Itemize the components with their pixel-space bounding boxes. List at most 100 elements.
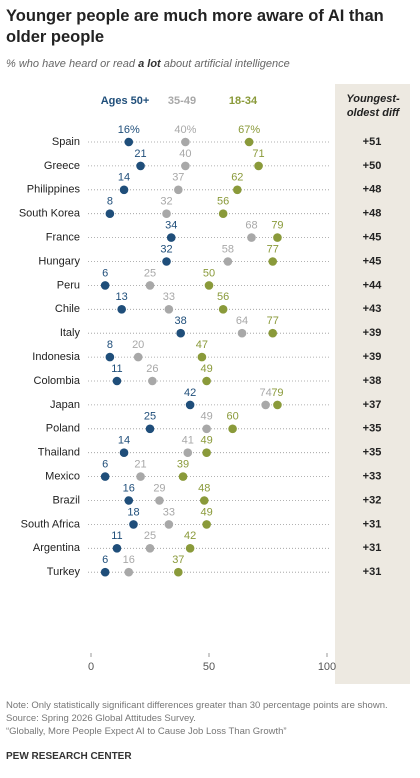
- diff-label: +45: [363, 255, 382, 267]
- category-label: Japan: [50, 399, 80, 411]
- dot: [136, 161, 145, 171]
- diff-label: +45: [363, 232, 382, 244]
- data-label: 47: [196, 339, 208, 351]
- diff-label: +51: [363, 136, 382, 148]
- data-label: 18: [127, 506, 139, 518]
- diff-label: +31: [363, 566, 382, 578]
- dot: [119, 185, 129, 195]
- dot: [117, 305, 126, 314]
- data-label: 25: [144, 530, 156, 542]
- dot: [237, 328, 247, 338]
- data-label: 74: [260, 387, 272, 399]
- dot: [124, 567, 134, 577]
- data-label: 56: [217, 291, 229, 303]
- data-label: 33: [163, 506, 175, 518]
- dot: [129, 520, 138, 529]
- data-label: 6: [102, 267, 108, 279]
- data-label: 39: [177, 459, 189, 471]
- data-label: 13: [116, 291, 128, 303]
- dot: [197, 352, 207, 362]
- data-label: 11: [111, 363, 122, 375]
- data-label: 20: [132, 339, 144, 351]
- diff-label: +48: [363, 208, 382, 220]
- dot: [178, 472, 188, 481]
- data-label: 71: [252, 148, 264, 160]
- dot: [202, 376, 211, 386]
- data-label: 60: [226, 411, 238, 423]
- dot: [202, 448, 211, 458]
- legend-label: Ages 50+: [101, 95, 150, 107]
- category-label: Colombia: [34, 375, 81, 387]
- dot: [247, 233, 256, 242]
- diff-label: +48: [363, 184, 382, 196]
- dot: [145, 544, 155, 553]
- diff-label: +32: [363, 494, 382, 506]
- dot: [112, 544, 122, 553]
- dot: [105, 209, 115, 218]
- diff-label: +35: [363, 447, 382, 459]
- data-label: 42: [184, 387, 196, 399]
- source: Source: Spring 2026 Global Attitudes Sur…: [6, 713, 196, 724]
- dot: [124, 496, 134, 505]
- diff-label: +39: [363, 327, 382, 339]
- dot: [166, 233, 176, 242]
- data-label: 64: [236, 315, 248, 327]
- legend-label: 18-34: [229, 95, 258, 107]
- dot: [112, 376, 122, 386]
- data-label: 77: [267, 243, 279, 255]
- data-label: 11: [111, 530, 122, 542]
- data-label: 50: [203, 267, 215, 279]
- data-label: 40%: [174, 124, 196, 136]
- dot: [273, 233, 282, 242]
- diff-label: +31: [363, 518, 382, 530]
- data-label: 14: [118, 435, 130, 447]
- x-tick-label: 50: [203, 661, 215, 673]
- diff-label: +37: [363, 399, 382, 411]
- category-label: France: [46, 232, 80, 244]
- data-label: 42: [184, 530, 196, 542]
- dot: [148, 376, 157, 386]
- dot: [162, 209, 171, 218]
- category-label: Turkey: [47, 566, 81, 578]
- report-title: “Globally, More People Expect AI to Caus…: [6, 726, 287, 737]
- x-tick-label: 100: [318, 661, 336, 673]
- dot: [181, 137, 190, 147]
- dot: [105, 352, 115, 362]
- data-label: 37: [172, 172, 184, 184]
- category-label: Thailand: [38, 447, 80, 459]
- category-label: South Korea: [19, 208, 81, 220]
- diff-label: +35: [363, 423, 382, 435]
- data-label: 32: [160, 196, 172, 208]
- dot: [183, 448, 193, 458]
- footer: PEW RESEARCH CENTER: [6, 751, 132, 762]
- data-label: 16: [123, 554, 135, 566]
- subtitle-emphasis: a lot: [138, 58, 161, 70]
- data-label: 41: [182, 435, 194, 447]
- category-label: Philippines: [27, 184, 81, 196]
- category-label: Chile: [55, 303, 80, 315]
- subtitle-text: about artificial intelligence: [163, 58, 290, 70]
- dot: [136, 472, 145, 481]
- data-label: 34: [165, 220, 177, 232]
- diff-header: Youngest-oldest diff: [346, 93, 400, 119]
- data-label: 32: [160, 243, 172, 255]
- dot: [100, 472, 110, 481]
- category-label: Poland: [46, 423, 80, 435]
- data-label: 21: [134, 459, 146, 471]
- dot: [202, 424, 211, 434]
- category-label: Hungary: [38, 255, 80, 267]
- dot: [268, 257, 278, 266]
- data-label: 49: [201, 411, 213, 423]
- diff-label: +50: [363, 160, 382, 172]
- data-label: 16: [123, 482, 135, 494]
- dot: [218, 209, 228, 218]
- data-label: 33: [163, 291, 175, 303]
- category-label: South Africa: [21, 518, 81, 530]
- dot: [233, 185, 242, 195]
- diff-label: +38: [363, 375, 382, 387]
- dot: [199, 496, 209, 505]
- dot: [223, 257, 233, 266]
- dot: [100, 281, 110, 290]
